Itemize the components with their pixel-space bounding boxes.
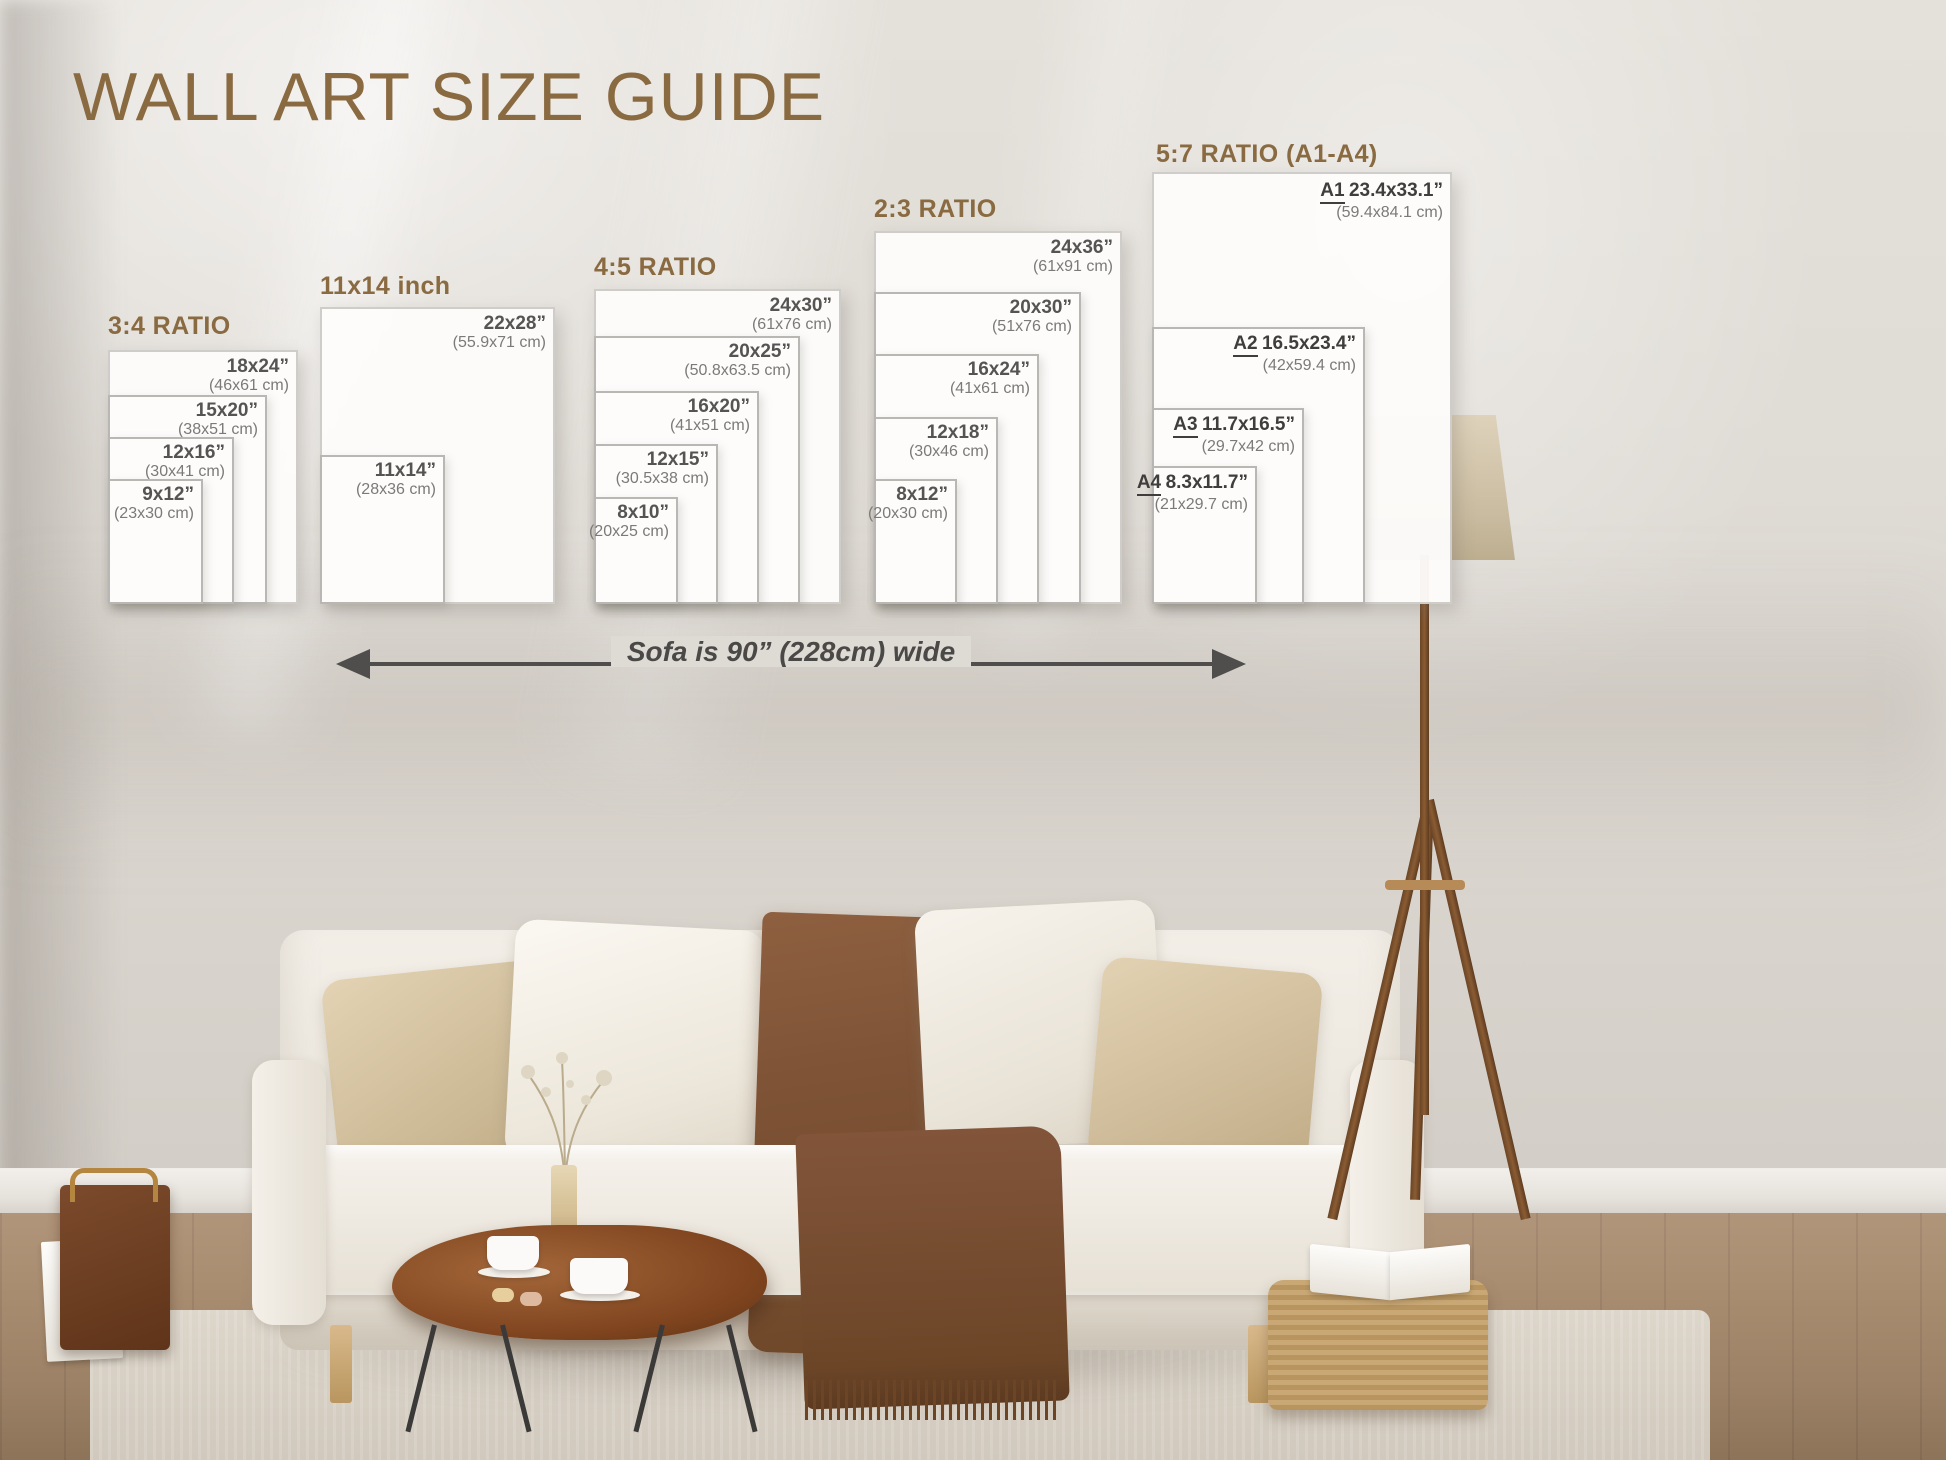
blanket-fringe: [805, 1380, 1060, 1420]
label-16x20: 16x20” (41x51 cm): [669, 396, 750, 435]
arrow-right-icon: [1212, 649, 1246, 679]
coffee-cup: [487, 1236, 539, 1270]
coffee-cup: [570, 1258, 628, 1294]
frame-8x12[interactable]: 8x12” (20x30 cm): [868, 479, 957, 604]
sofa-leg: [1248, 1325, 1270, 1403]
sofa-width-measure: Sofa is 90” (228cm) wide: [336, 636, 1246, 690]
label-12x18: 12x18” (30x46 cm): [908, 422, 989, 461]
sofa-arm-left: [252, 1060, 326, 1325]
label-a1: A1 23.4x33.1” (59.4x84.1 cm): [1320, 180, 1443, 222]
sofa-leg: [330, 1325, 352, 1403]
frame-8x10[interactable]: 8x10” (20x25 cm): [589, 497, 678, 604]
label-16x24: 16x24” (41x61 cm): [949, 359, 1030, 398]
arrow-left-icon: [336, 649, 370, 679]
label-20x25: 20x25” (50.8x63.5 cm): [684, 341, 791, 380]
label-24x36: 24x36” (61x91 cm): [1032, 237, 1113, 276]
group-heading-4-5: 4:5 RATIO: [594, 253, 717, 281]
wicker-ottoman: [1268, 1280, 1488, 1410]
macaron: [492, 1288, 514, 1302]
magazine-rack-leather: [60, 1185, 170, 1350]
page-title: WALL ART SIZE GUIDE: [73, 59, 826, 135]
group-heading-5-7: 5:7 RATIO (A1-A4): [1156, 140, 1378, 168]
group-heading-11x14: 11x14 inch: [320, 272, 451, 300]
label-12x15: 12x15” (30.5x38 cm): [615, 449, 709, 488]
lamp-pole: [1420, 555, 1429, 1115]
group-heading-3-4: 3:4 RATIO: [108, 312, 231, 340]
label-12x16: 12x16” (30x41 cm): [144, 442, 225, 481]
label-15x20: 15x20” (38x51 cm): [177, 400, 258, 439]
label-22x28: 22x28” (55.9x71 cm): [452, 313, 546, 352]
sofa-width-label: Sofa is 90” (228cm) wide: [336, 636, 1246, 668]
label-a2: A2 16.5x23.4” (42x59.4 cm): [1233, 333, 1356, 375]
label-a3: A3 11.7x16.5” (29.7x42 cm): [1173, 414, 1295, 456]
label-8x12: 8x12” (20x30 cm): [867, 484, 948, 523]
wall-shade-band: [0, 560, 1946, 860]
wall-shadow-left: [0, 0, 120, 1215]
dried-flowers: [521, 1052, 612, 1170]
label-18x24: 18x24” (46x61 cm): [208, 356, 289, 395]
label-11x14: 11x14” (28x36 cm): [355, 460, 436, 499]
frame-9x12[interactable]: 9x12” (23x30 cm): [108, 479, 203, 604]
vase: [551, 1165, 577, 1233]
label-24x30: 24x30” (61x76 cm): [751, 295, 832, 334]
label-20x30: 20x30” (51x76 cm): [991, 297, 1072, 336]
frame-a4[interactable]: A4 8.3x11.7” (21x29.7 cm): [1136, 466, 1257, 604]
label-a4: A4 8.3x11.7” (21x29.7 cm): [1136, 472, 1248, 514]
macaron: [520, 1292, 542, 1306]
label-8x10: 8x10” (20x25 cm): [588, 502, 669, 541]
magazine-rack-handle: [70, 1168, 158, 1202]
lamp-tripod-ring: [1385, 880, 1465, 890]
frame-11x14[interactable]: 11x14” (28x36 cm): [320, 455, 445, 604]
label-9x12: 9x12” (23x30 cm): [113, 484, 194, 523]
group-heading-2-3: 2:3 RATIO: [874, 195, 997, 223]
